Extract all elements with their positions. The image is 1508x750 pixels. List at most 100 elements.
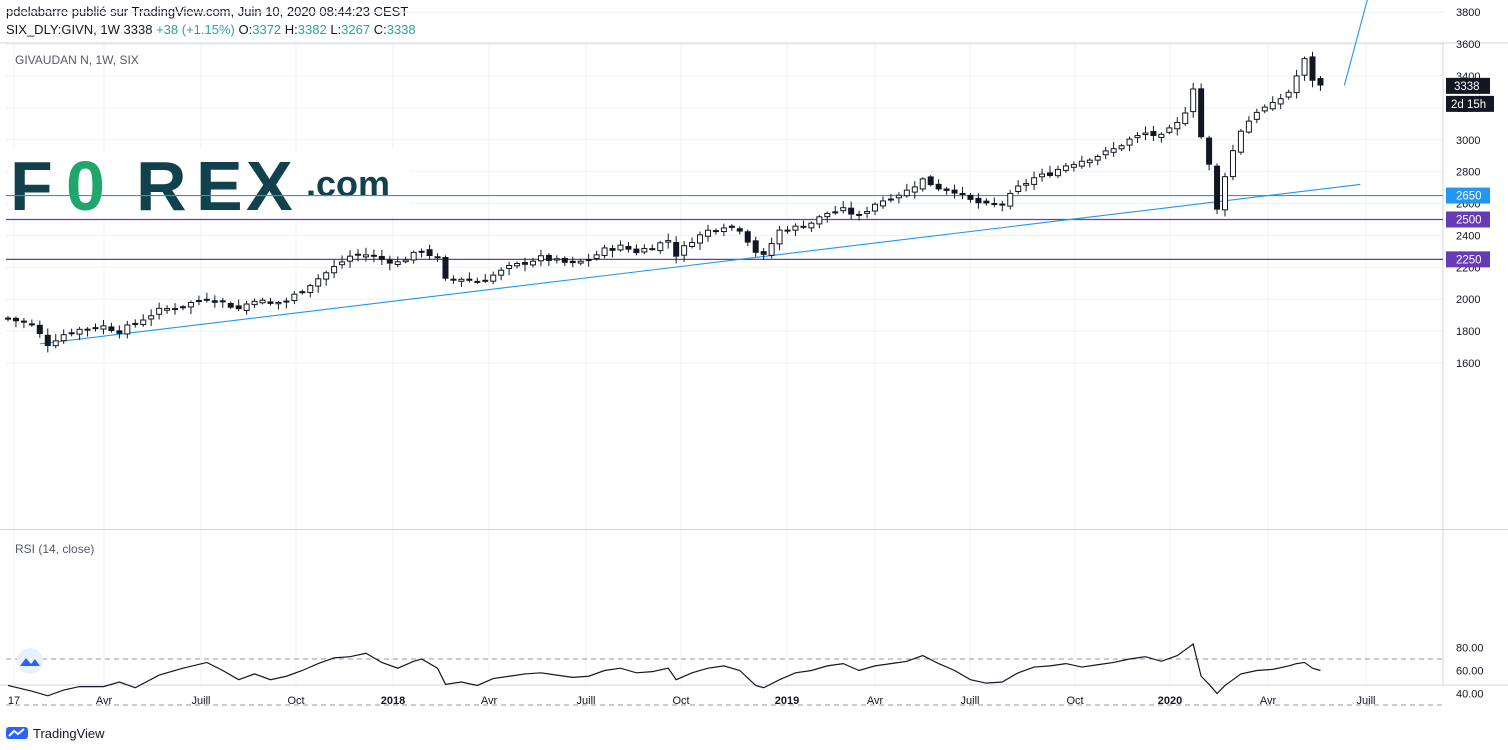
- candle-up: [537, 255, 544, 262]
- time-tick-label: 2020: [1158, 695, 1182, 707]
- candle: [1269, 96, 1276, 111]
- candle: [1134, 131, 1141, 143]
- candle: [490, 271, 497, 285]
- candle: [442, 255, 449, 281]
- candle-down: [227, 302, 234, 308]
- rsi-tick-label: 40.00: [1456, 689, 1484, 701]
- candle: [760, 248, 767, 261]
- footer-brand[interactable]: TradingView: [6, 725, 105, 742]
- candle-up: [315, 278, 322, 287]
- candle: [498, 267, 505, 281]
- symbol-label[interactable]: SIX_DLY:GIVN, 1W: [6, 22, 120, 37]
- candle: [227, 301, 234, 309]
- candle: [545, 253, 552, 266]
- low-label: L:: [330, 22, 342, 37]
- candle-up: [331, 266, 338, 274]
- candle: [347, 250, 354, 268]
- price-axis: 1600180020002200240026002800300032003400…: [1446, 7, 1494, 701]
- candle-up: [1078, 160, 1085, 167]
- candle-down: [800, 225, 807, 228]
- candle-up: [179, 306, 186, 309]
- candle: [410, 250, 417, 264]
- candle: [315, 274, 322, 293]
- candle-up: [1261, 106, 1268, 112]
- candle: [370, 249, 377, 263]
- candle-down: [935, 183, 942, 190]
- time-tick-label: Avr: [867, 695, 884, 707]
- candle-up: [697, 234, 704, 244]
- candle: [235, 299, 242, 312]
- candle-up: [458, 278, 465, 282]
- candle-up: [1245, 120, 1252, 133]
- time-tick-label: Oct: [672, 695, 689, 707]
- candle-down: [354, 253, 361, 256]
- candle: [514, 261, 521, 269]
- candle-up: [148, 315, 155, 320]
- candle-up: [864, 211, 871, 214]
- candle: [1118, 143, 1125, 152]
- candle-up: [1190, 88, 1197, 113]
- candle-up: [1062, 165, 1069, 171]
- candle: [1253, 108, 1260, 124]
- candle-down: [887, 198, 894, 201]
- candle-up: [410, 251, 417, 261]
- candle: [1206, 135, 1213, 171]
- candle-up: [1102, 150, 1109, 156]
- candle: [331, 259, 338, 279]
- candle: [132, 319, 139, 328]
- candle: [84, 327, 91, 337]
- candle-down: [975, 197, 982, 204]
- candle-down: [943, 188, 950, 191]
- candle: [832, 205, 839, 215]
- candle-up: [1039, 173, 1046, 178]
- candle: [776, 225, 783, 251]
- candle: [1078, 155, 1085, 169]
- candle: [720, 223, 727, 237]
- candle-down: [108, 326, 115, 331]
- candle: [577, 259, 584, 266]
- candle-down: [116, 330, 123, 334]
- candle-down: [967, 194, 974, 200]
- last-price: 3338: [123, 22, 153, 37]
- candle-up: [840, 207, 847, 212]
- time-tick-label: 2018: [381, 695, 405, 707]
- candle-down: [848, 207, 855, 215]
- candle: [872, 202, 879, 216]
- candle-up: [1174, 121, 1181, 130]
- candle: [172, 303, 179, 315]
- projection-arrow: [1343, 0, 1368, 86]
- candle: [1150, 125, 1157, 142]
- candle-down: [219, 300, 226, 303]
- candle-up: [124, 324, 131, 335]
- footer-brand-label: TradingView: [33, 726, 105, 741]
- price-tick-label: 2800: [1456, 167, 1480, 179]
- candle: [52, 333, 59, 349]
- candle: [1229, 144, 1236, 181]
- candle-up: [60, 334, 67, 342]
- candle: [275, 300, 282, 310]
- candle: [657, 240, 664, 254]
- candle-down: [1198, 88, 1205, 138]
- candle: [148, 309, 155, 326]
- candle: [1277, 93, 1284, 110]
- candle: [28, 319, 35, 327]
- candle-up: [657, 242, 664, 252]
- time-tick-label: Juill: [192, 695, 211, 707]
- candle-down: [545, 254, 552, 261]
- candle-up: [1229, 150, 1236, 178]
- candle: [848, 201, 855, 220]
- rsi-pane-title: RSI (14, close): [15, 542, 95, 556]
- price-tick-label: 2400: [1456, 230, 1480, 242]
- candle-up: [339, 261, 346, 266]
- candle: [927, 175, 934, 187]
- candle: [1237, 128, 1244, 155]
- current-price-label: 3338: [1454, 81, 1480, 93]
- close-label: C:: [373, 22, 387, 37]
- candle: [211, 295, 218, 308]
- candle-up: [919, 178, 926, 190]
- candle-up: [156, 307, 163, 315]
- candle-down: [585, 259, 592, 262]
- candle: [800, 220, 807, 229]
- candle: [1293, 69, 1300, 99]
